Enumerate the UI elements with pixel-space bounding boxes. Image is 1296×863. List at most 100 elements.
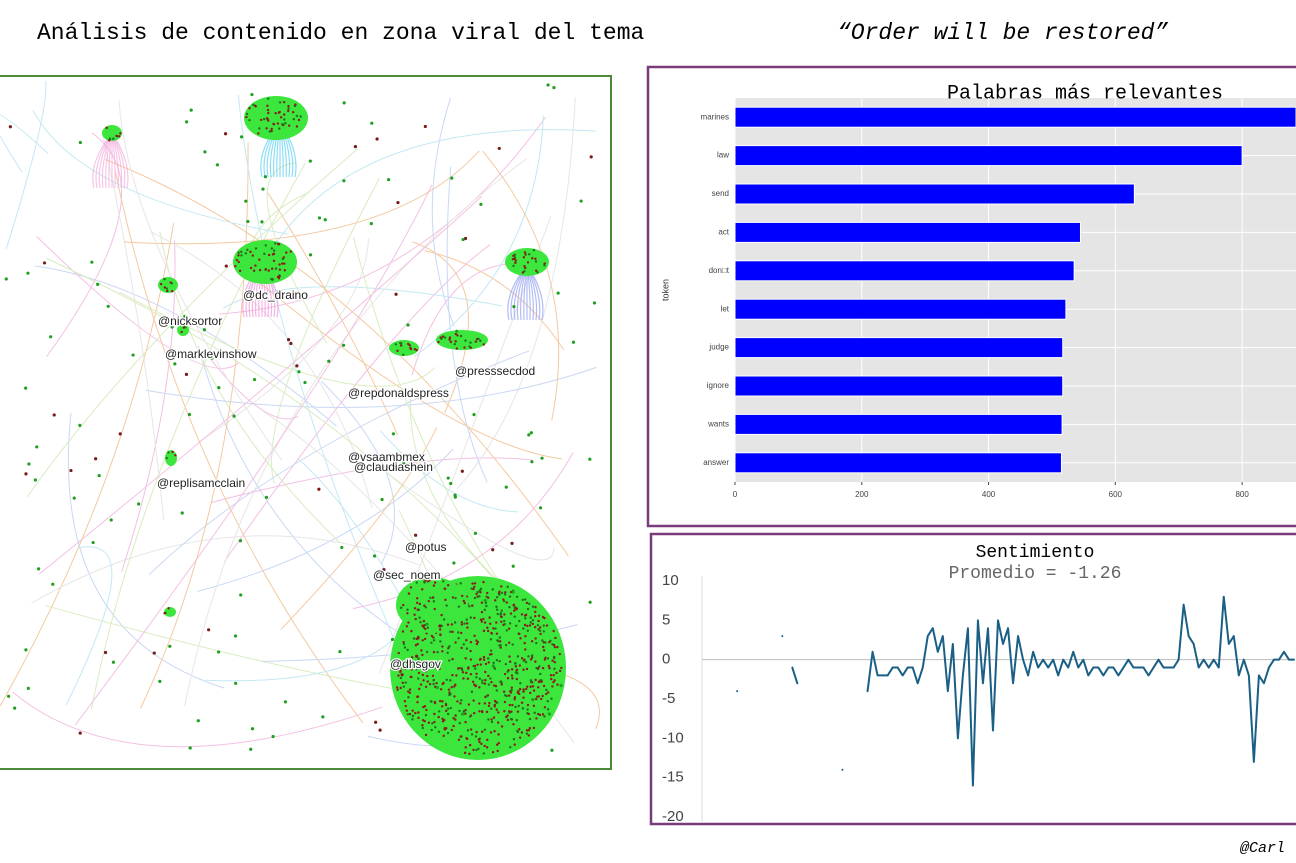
network-node [317, 487, 321, 491]
network-node [288, 124, 291, 127]
network-edge [380, 430, 518, 513]
network-label: @marklevinshow [165, 347, 257, 361]
network-node [521, 707, 525, 710]
network-edge [38, 196, 482, 575]
network-node [106, 304, 110, 308]
network-node [449, 693, 452, 696]
network-node [500, 683, 503, 686]
network-node [174, 454, 177, 457]
network-graph: @dc_draino @nicksortor @marklevinshow @pres… [0, 75, 612, 770]
network-node [387, 178, 391, 182]
y-tick-label: -20 [662, 808, 684, 825]
network-node [489, 649, 493, 652]
network-node [531, 257, 534, 260]
network-node [239, 135, 244, 139]
network-node [472, 587, 475, 591]
network-node [531, 619, 535, 622]
network-node [496, 612, 499, 616]
network-cluster [102, 125, 122, 141]
network-node [542, 641, 546, 644]
network-node [447, 688, 451, 691]
network-node [520, 657, 524, 660]
network-node [528, 602, 531, 606]
network-node [510, 668, 514, 671]
network-node [511, 257, 515, 261]
network-node [287, 105, 290, 108]
network-node [462, 677, 465, 680]
network-node [403, 646, 407, 649]
network-node [450, 686, 453, 689]
network-node [525, 729, 529, 732]
network-node [375, 137, 379, 141]
network-edge [148, 350, 530, 576]
network-node [435, 685, 439, 690]
network-edge [352, 452, 574, 610]
network-node [543, 706, 547, 709]
network-node [515, 677, 519, 681]
network-node [534, 697, 538, 701]
network-node [429, 596, 432, 600]
network-node [540, 697, 543, 701]
network-node [508, 595, 512, 598]
network-node [180, 330, 183, 334]
network-node [430, 641, 433, 644]
network-node [495, 605, 498, 609]
network-node [507, 627, 511, 630]
network-node [421, 723, 424, 727]
line-segment [866, 595, 1295, 787]
network-node [552, 673, 555, 677]
network-node [425, 650, 429, 654]
network-node [442, 580, 445, 583]
network-node [468, 743, 472, 747]
network-node [516, 710, 520, 713]
network-node [188, 746, 192, 750]
network-node [24, 648, 28, 652]
network-node [274, 267, 278, 270]
y-axis-label: token [660, 279, 670, 301]
network-node [491, 588, 494, 591]
network-node [479, 202, 483, 206]
network-node [246, 219, 250, 224]
network-node [452, 561, 456, 565]
network-node [402, 642, 406, 646]
network-node [513, 698, 516, 701]
network-node [369, 221, 373, 226]
network-node [444, 390, 448, 394]
network-node [462, 710, 466, 713]
chart-title: Palabras más relevantes [947, 82, 1223, 105]
network-node [473, 711, 476, 715]
network-label: @potus [405, 540, 447, 554]
network-node [248, 118, 251, 122]
network-node [522, 690, 525, 693]
network-node [238, 539, 243, 543]
network-node [535, 641, 538, 645]
network-node [258, 127, 261, 130]
network-node [493, 730, 496, 733]
network-node [465, 647, 469, 650]
network-node [473, 616, 476, 620]
network-node [424, 733, 428, 737]
network-node [442, 618, 446, 621]
network-node [553, 667, 556, 671]
network-node [254, 264, 257, 267]
network-node [532, 689, 536, 692]
network-node [531, 605, 535, 608]
network-node [547, 712, 551, 716]
network-edge [210, 457, 533, 504]
network-node [480, 742, 483, 746]
network-node [35, 445, 39, 449]
network-node [453, 621, 457, 624]
y-tick-label: judge [708, 343, 729, 352]
network-node [415, 654, 419, 658]
network-node [571, 340, 576, 344]
network-node [7, 694, 11, 698]
network-node [544, 656, 547, 660]
network-node [534, 257, 537, 260]
network-node [446, 476, 450, 480]
network-node [505, 629, 509, 632]
network-node [504, 662, 508, 666]
network-edge [32, 109, 289, 235]
network-node [409, 586, 413, 589]
network-node [119, 132, 122, 135]
network-node [498, 640, 502, 643]
